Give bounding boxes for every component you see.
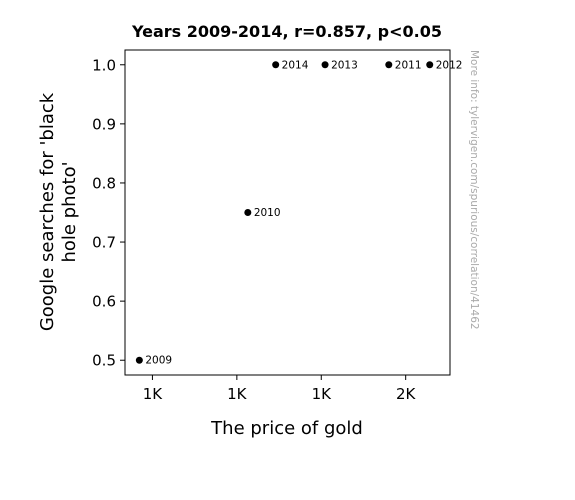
y-tick-label: 0.8	[92, 174, 116, 192]
data-points: 2009 2010 2011 2012 2013 2014	[135, 59, 463, 367]
plot-area	[124, 49, 451, 376]
chart-title: Years 2009-2014, r=0.857, p<0.05	[131, 22, 442, 41]
data-point-label: 2013	[331, 59, 358, 71]
x-axis: 1K 1K 1K 2K	[143, 375, 417, 403]
x-tick-label: 2K	[396, 385, 417, 403]
data-point	[426, 61, 434, 69]
x-tick-label: 1K	[143, 385, 164, 403]
data-point-label: 2012	[436, 59, 463, 71]
data-point	[385, 61, 393, 69]
y-tick-label: 0.5	[92, 352, 116, 370]
y-tick-label: 1.0	[92, 56, 116, 74]
data-point-label: 2009	[145, 355, 172, 367]
data-point	[321, 61, 329, 69]
y-axis-label-line: hole photo'	[59, 161, 80, 262]
data-point	[244, 209, 252, 216]
data-point-label: 2010	[254, 207, 281, 219]
y-tick-label: 0.9	[92, 115, 116, 133]
data-point-label: 2011	[395, 59, 422, 71]
y-tick-label: 0.7	[92, 234, 116, 252]
watermark: More info: tylervigen.com/spurious/corre…	[468, 50, 480, 330]
y-axis-label-line: Google searches for 'black	[37, 92, 58, 331]
data-point	[272, 61, 280, 69]
y-axis: 0.5 0.6 0.7 0.8 0.9 1.0	[92, 56, 125, 370]
y-axis-label: Google searches for 'blackhole photo'	[37, 92, 80, 331]
x-tick-label: 1K	[312, 385, 333, 403]
x-axis-label: The price of gold	[210, 418, 363, 439]
data-point	[135, 356, 143, 364]
data-point-label: 2014	[282, 59, 309, 71]
y-tick-label: 0.6	[92, 293, 116, 311]
x-tick-label: 1K	[227, 385, 248, 403]
